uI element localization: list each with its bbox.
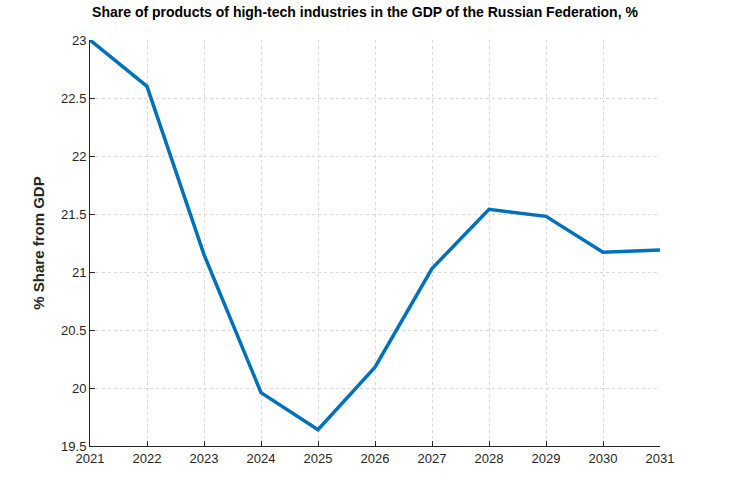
svg-text:2021: 2021	[76, 451, 105, 466]
svg-text:% Share from GDP: % Share from GDP	[30, 176, 47, 309]
svg-text:20: 20	[72, 381, 86, 396]
svg-text:2027: 2027	[418, 451, 447, 466]
svg-text:2023: 2023	[190, 451, 219, 466]
svg-text:20.5: 20.5	[61, 323, 86, 338]
svg-text:2029: 2029	[532, 451, 561, 466]
svg-text:21.5: 21.5	[61, 207, 86, 222]
svg-text:2022: 2022	[133, 451, 162, 466]
svg-text:22.5: 22.5	[61, 91, 86, 106]
svg-text:23: 23	[72, 33, 86, 48]
svg-text:2028: 2028	[475, 451, 504, 466]
svg-text:2030: 2030	[589, 451, 618, 466]
svg-text:22: 22	[72, 149, 86, 164]
svg-text:Share of products of high-tech: Share of products of high-tech industrie…	[92, 4, 638, 20]
svg-text:2025: 2025	[304, 451, 333, 466]
svg-text:19.5: 19.5	[61, 439, 86, 454]
svg-text:2031: 2031	[646, 451, 675, 466]
svg-text:21: 21	[72, 265, 86, 280]
svg-text:2024: 2024	[247, 451, 276, 466]
svg-text:2026: 2026	[361, 451, 390, 466]
